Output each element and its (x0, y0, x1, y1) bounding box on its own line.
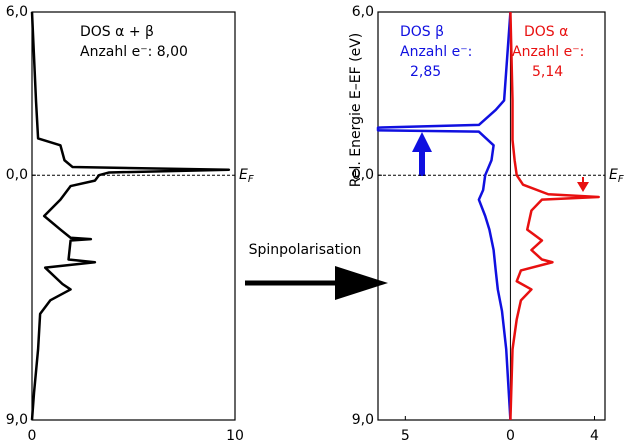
plot-frame (31, 11, 236, 421)
y-axis-label: Rel. Energie E–EF (eV) (348, 33, 364, 188)
x-tick-label: 0 (506, 428, 515, 444)
dos-curve (376, 11, 512, 421)
y-tick-label: 9,0 (6, 412, 28, 428)
dos-curve (509, 11, 600, 421)
ef-label: EF (239, 167, 254, 185)
dos-curve (30, 11, 231, 421)
y-tick-label: 6,0 (6, 4, 28, 20)
ef-sub: F (618, 174, 624, 185)
arrow-head (335, 266, 388, 300)
ef-main: E (609, 167, 618, 183)
annotation: DOS α + β (80, 24, 154, 40)
ef-sub: F (248, 174, 254, 185)
ef-main: E (239, 167, 248, 183)
annotation: 5,14 (532, 64, 563, 80)
annotation: Anzahl e⁻: 8,00 (80, 44, 188, 60)
ef-label: EF (609, 167, 624, 185)
arrow-head (577, 182, 589, 192)
y-tick-label: 6,0 (352, 4, 374, 20)
x-tick-label: 5 (401, 428, 410, 444)
x-tick-label: 4 (590, 428, 599, 444)
arrow-head (412, 132, 432, 152)
legend-label: DOS α (524, 24, 568, 40)
legend-label: DOS β (400, 24, 444, 40)
x-tick-label: 10 (226, 428, 244, 444)
annotation: 2,85 (410, 64, 441, 80)
plot-frame (377, 11, 606, 421)
annotation: Anzahl e⁻: (512, 44, 584, 60)
y-tick-label: 0,0 (352, 167, 374, 183)
y-tick-label: 0,0 (6, 167, 28, 183)
y-tick-label: 9,0 (352, 412, 374, 428)
annotation: Spinpolarisation (249, 242, 362, 258)
x-tick-label: 0 (28, 428, 37, 444)
annotation: Anzahl e⁻: (400, 44, 472, 60)
